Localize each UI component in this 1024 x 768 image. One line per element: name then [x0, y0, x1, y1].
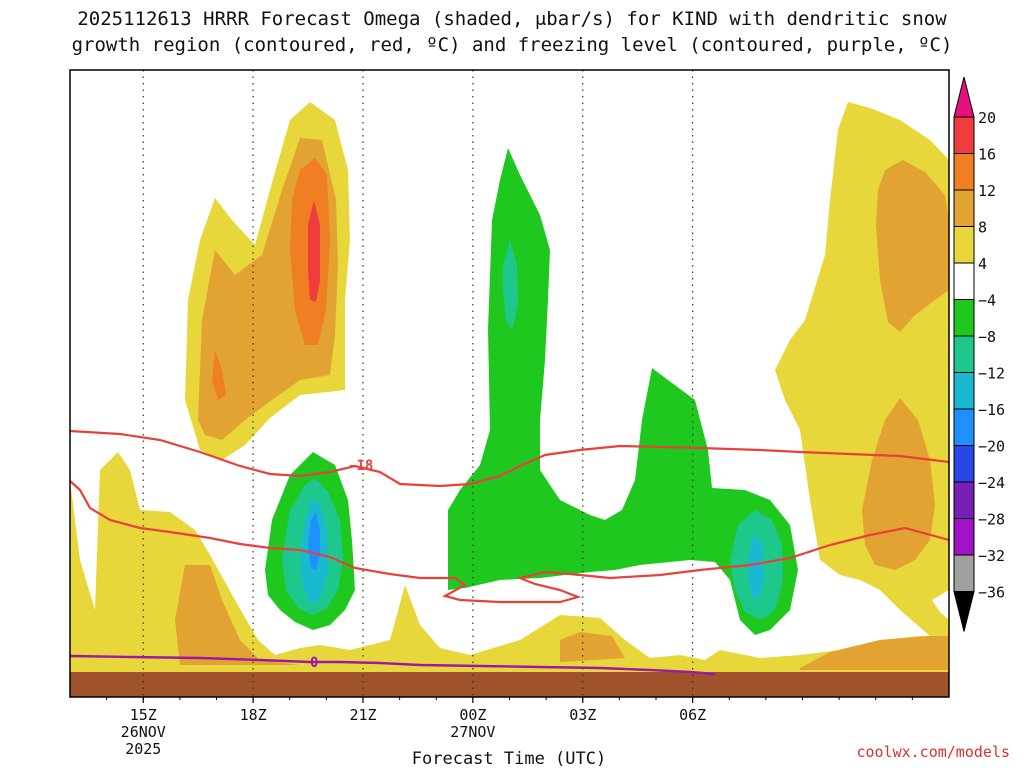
x-tick-sublabel-26NOV: 26NOV [121, 723, 166, 741]
colorbar-label: −8 [978, 328, 996, 346]
shade-22z-sinking-teal [503, 240, 518, 330]
colorbar-label: 4 [978, 255, 987, 273]
x-tick-label-06Z: 06Z [679, 706, 706, 724]
x-tick-label-18Z: 18Z [240, 706, 267, 724]
shade-right-upper-orange [876, 160, 949, 332]
shaded-field [70, 102, 949, 672]
colorbar-label: 16 [978, 146, 996, 164]
contour-dendritic-upper-18 [70, 429, 949, 488]
contour-label-minus-18: -18 [348, 458, 373, 474]
colorbar-box-6 [953, 299, 975, 337]
contour-dendritic-lower [70, 480, 949, 604]
colorbar-bottom-arrow [953, 591, 975, 632]
shade-18z-sinking-blue [308, 512, 320, 570]
colorbar-box-12 [953, 518, 975, 556]
dotted-grid [142, 70, 694, 697]
shade-midlevel-orange-patch [560, 632, 625, 662]
colorbar-label: −4 [978, 292, 996, 310]
colorbar-box-8 [953, 372, 975, 410]
colorbar-label: −28 [978, 511, 1005, 529]
x-axis-label: Forecast Time (UTC) [412, 749, 606, 768]
shade-03z-sinking-cyan [748, 535, 764, 600]
colorbar-box-11 [953, 481, 975, 519]
shade-left-lowlevel-orange [70, 565, 300, 665]
x-tick-label-21Z: 21Z [349, 706, 376, 724]
colorbar-label: 8 [978, 219, 987, 237]
colorbar-label: −36 [978, 584, 1005, 602]
x-tick-label-00Z: 00Z [459, 706, 486, 724]
ground-below-surface [70, 672, 949, 697]
colorbar-label: −12 [978, 365, 1005, 383]
colorbar-label: −32 [978, 547, 1005, 565]
contour-label-0: 0 [310, 655, 318, 671]
x-tick-sublabel-2025: 2025 [125, 740, 161, 758]
x-tick-sublabel-27NOV: 27NOV [450, 723, 495, 741]
colorbar-box-2 [953, 153, 975, 191]
colorbar: 20 16 12 8 4 −4 −8 −12 −16 −20 −24 −28 −32 −36 [953, 76, 1005, 632]
colorbar-box-5 [953, 262, 975, 300]
chart-title-line-2: growth region (contoured, red, ºC) and f… [71, 34, 953, 56]
colorbar-label: 12 [978, 182, 996, 200]
shade-upper-left-darkorange-small [212, 350, 226, 400]
shade-right-lower-orange [862, 398, 935, 570]
colorbar-box-10 [953, 445, 975, 483]
colorbar-label: −20 [978, 438, 1005, 456]
colorbar-box-9 [953, 408, 975, 446]
chart-title-line-1: 2025112613 HRRR Forecast Omega (shaded, … [77, 8, 947, 30]
shade-right-lowlevel-orange [800, 636, 949, 670]
colorbar-box-3 [953, 189, 975, 227]
shade-upper-left-red-core [308, 200, 320, 302]
colorbar-label: −16 [978, 401, 1005, 419]
colorbar-box-13 [953, 554, 975, 592]
contour-lines: -18 0 [70, 429, 949, 676]
shade-22z-sinking-green [448, 148, 798, 635]
colorbar-box-4 [953, 226, 975, 264]
credit-text: coolwx.com/models [856, 743, 1010, 761]
colorbar-box-7 [953, 335, 975, 373]
colorbar-top-arrow [953, 76, 975, 118]
contour-freezing-level-0 [70, 654, 716, 676]
x-tick-label-03Z: 03Z [569, 706, 596, 724]
colorbar-box-1 [953, 116, 975, 154]
colorbar-label: 20 [978, 109, 996, 127]
x-tick-label-15Z: 15Z [130, 706, 157, 724]
colorbar-label: −24 [978, 474, 1005, 492]
